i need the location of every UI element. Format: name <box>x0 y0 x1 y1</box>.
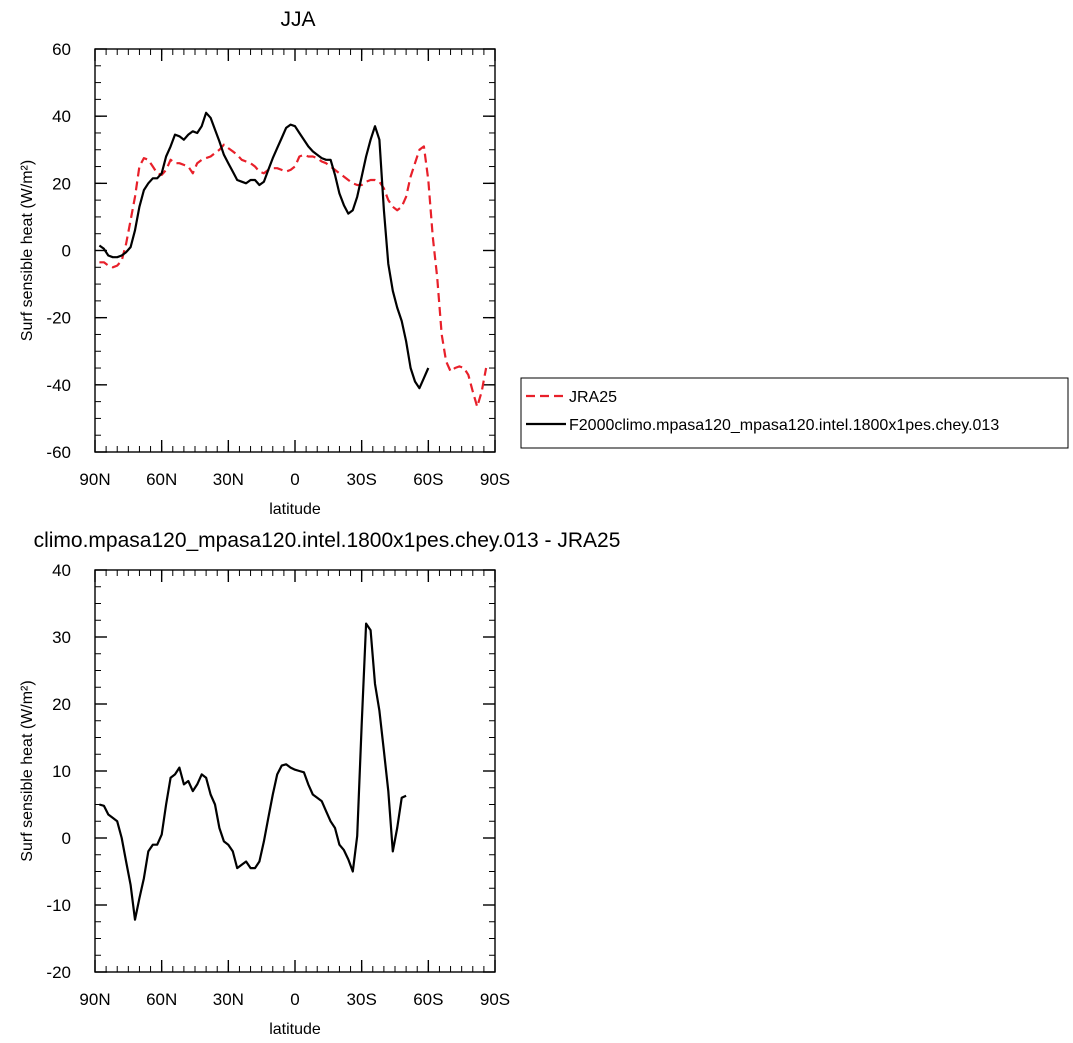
top-panel: JJA 90N 60N 30N 0 30S 60S 90S6040200-20-40-60 … <box>19 8 510 518</box>
legend-box <box>520 377 1069 449</box>
y-tick-label: 20 <box>52 695 71 714</box>
top-x-axis-label: latitude <box>269 501 321 518</box>
bottom-ticks <box>94 569 496 973</box>
x-tick-label: 30S <box>347 990 377 1009</box>
top-tick-labels: 90N 60N 30N 0 30S 60S 90S 60 40 20 0 -20 -40 -60 <box>46 40 510 489</box>
top-ticks <box>94 48 496 453</box>
x-tick-label: 60N <box>146 990 177 1009</box>
series-line-difference <box>99 622 407 921</box>
top-series-lines <box>98 111 488 408</box>
x-tick-label: 90S <box>480 470 510 489</box>
bottom-y-axis-label: Surf sensible heat (W/m²) <box>19 680 36 861</box>
x-tick-label: 90N <box>79 990 110 1009</box>
x-tick-label: 60S <box>413 990 443 1009</box>
x-tick-label: 60N <box>146 470 177 489</box>
top-plot-frame <box>94 48 496 453</box>
y-tick-label: 40 <box>52 107 71 126</box>
legend-label-model: F2000climo.mpasa120_mpasa120.intel.1800x… <box>569 417 999 434</box>
bottom-plot-frame <box>94 569 496 973</box>
y-tick-label: -20 <box>46 963 71 982</box>
y-tick-label: 0 <box>62 242 71 261</box>
x-tick-label: 0 <box>290 990 299 1009</box>
x-tick-label: 30S <box>347 470 377 489</box>
bottom-panel: climo.mpasa120_mpasa120.intel.1800x1pes.… <box>19 529 620 1038</box>
series-line-jra25 <box>99 143 488 408</box>
x-tick-label: 90N <box>79 470 110 489</box>
y-tick-label: -10 <box>46 896 71 915</box>
top-chart-title: JJA <box>280 8 315 31</box>
y-tick-label: 40 <box>52 561 71 580</box>
bottom-tick-labels: 90N 60N 30N 0 30S 60S 90S 40 30 20 10 0 -10 -20 <box>46 561 510 1009</box>
x-tick-label: 30N <box>213 470 244 489</box>
legend: JRA25 F2000climo.mpasa120_mpasa120.intel… <box>520 377 1069 449</box>
y-tick-label: 10 <box>52 762 71 781</box>
x-tick-label: 30N <box>213 990 244 1009</box>
top-y-axis-label: Surf sensible heat (W/m²) <box>19 160 36 341</box>
legend-label-jra25: JRA25 <box>569 389 617 406</box>
y-tick-label: -20 <box>46 309 71 328</box>
bottom-x-axis-label: latitude <box>269 1021 321 1038</box>
y-tick-label: 30 <box>52 628 71 647</box>
x-tick-label: 90S <box>480 990 510 1009</box>
y-tick-label: 0 <box>62 829 71 848</box>
y-tick-label: -60 <box>46 443 71 462</box>
bottom-chart-title: climo.mpasa120_mpasa120.intel.1800x1pes.… <box>34 529 621 552</box>
bottom-series-lines <box>99 622 407 921</box>
y-tick-label: -40 <box>46 376 71 395</box>
x-tick-label: 0 <box>290 470 299 489</box>
y-tick-label: 60 <box>52 40 71 59</box>
y-tick-label: 20 <box>52 174 71 193</box>
x-tick-label: 60S <box>413 470 443 489</box>
series-line-f2000climo <box>98 111 430 390</box>
